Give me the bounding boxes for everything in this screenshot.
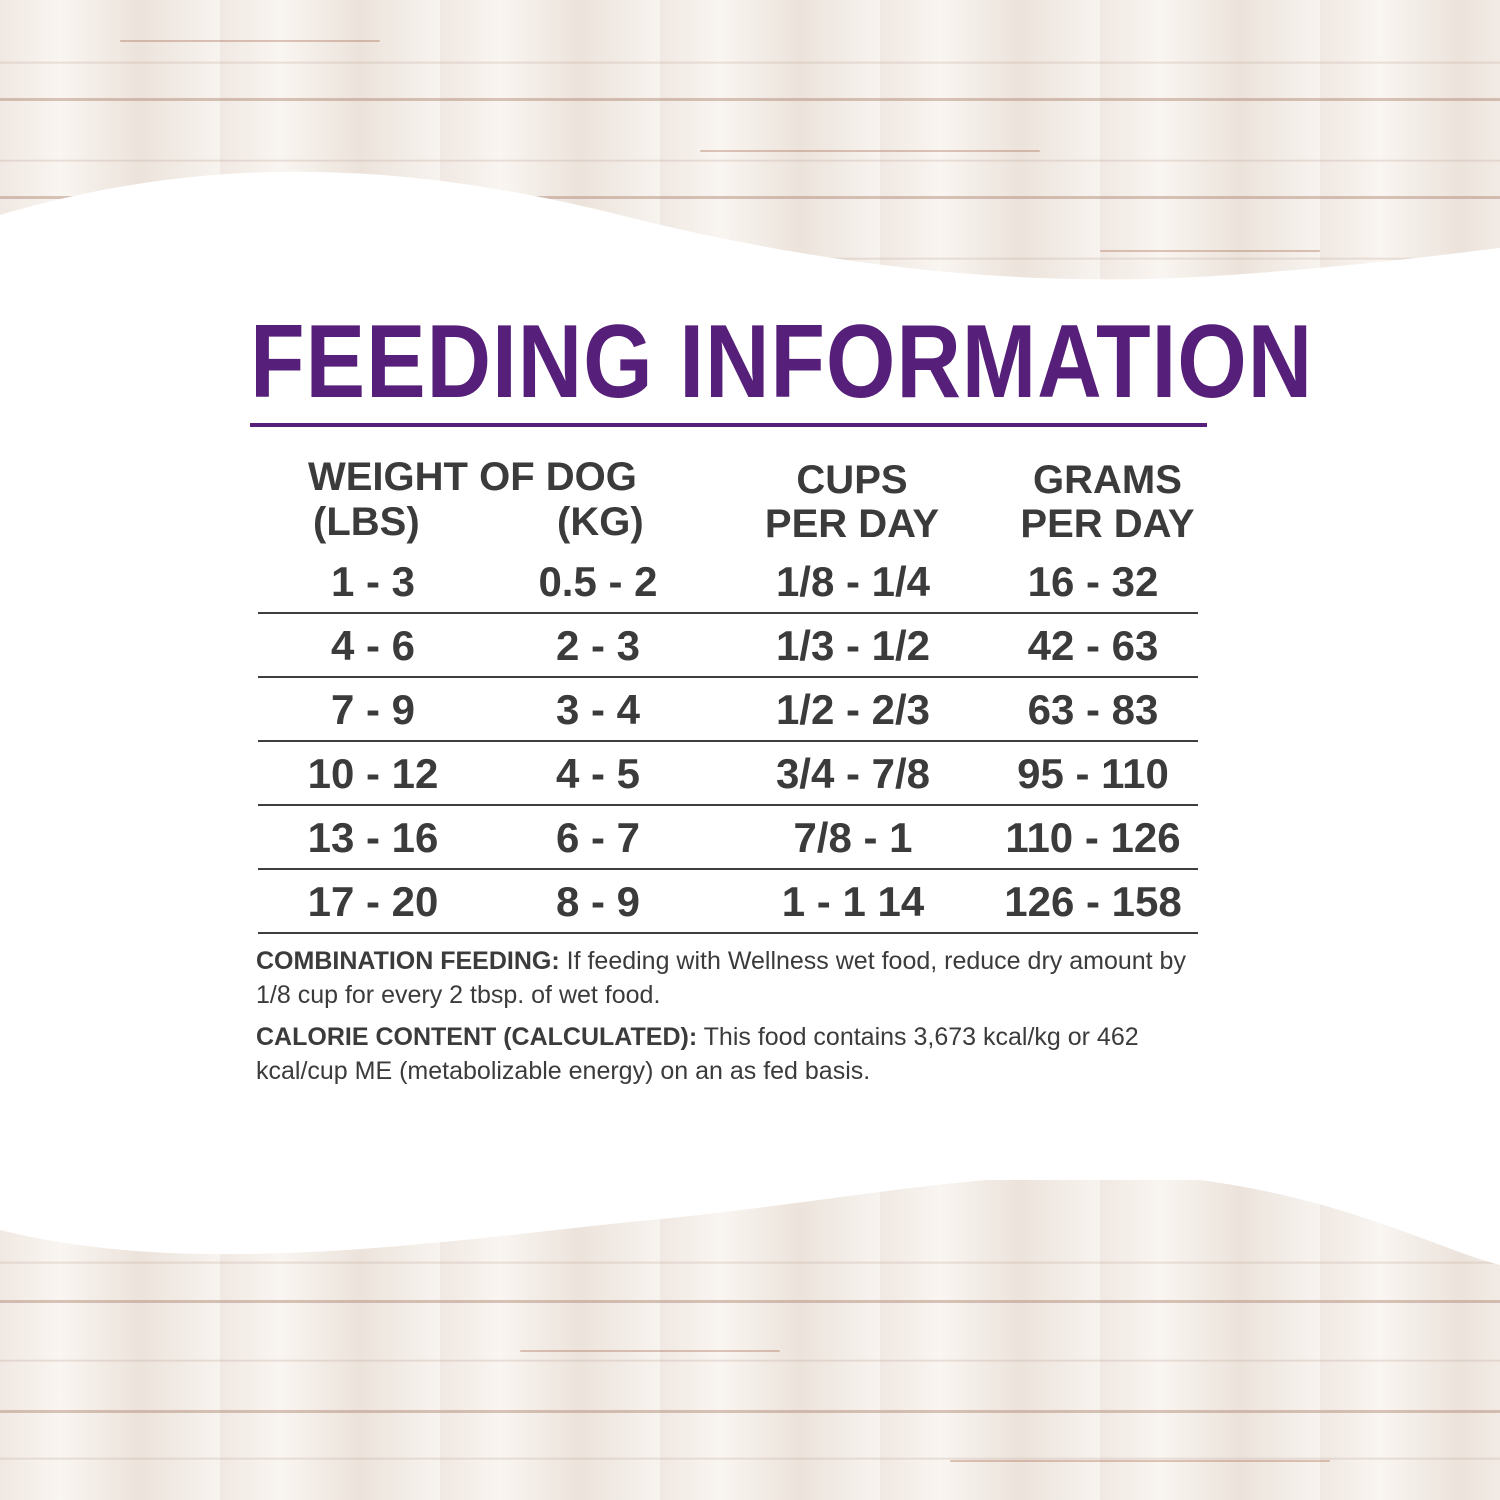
grams-cell: 16 - 32 [1027,558,1159,605]
calorie-content-label: CALORIE CONTENT (CALCULATED): [256,1023,698,1051]
grams-cell: 63 - 83 [1027,686,1159,733]
calorie-content-text: This food contains 3,673 kcal/kg or 462 … [256,1023,1139,1085]
grams-header-line2: PER DAY [1020,502,1195,546]
kg-cell: 6 - 7 [555,814,641,861]
table-row: 10 - 12 4 - 5 3/4 - 7/8 95 - 110 [258,742,1198,806]
cups-header-line2: PER DAY [764,502,940,546]
wood-background-bottom [0,1180,1500,1500]
grams-cell: 126 - 158 [1004,878,1182,925]
table-row: 4 - 6 2 - 3 1/3 - 1/2 42 - 63 [258,614,1198,678]
kg-header: (KG) [557,500,644,544]
kg-cell: 4 - 5 [555,750,641,797]
lbs-cell: 7 - 9 [330,686,416,733]
lbs-header: (LBS) [313,500,420,544]
combination-feeding-note: COMBINATION FEEDING: If feeding with Wel… [256,944,1206,1012]
cups-header-line1: CUPS [796,458,908,502]
feeding-table: 1 - 3 0.5 - 2 1/8 - 1/4 16 - 32 4 - 6 2 … [258,550,1198,934]
table-row: 1 - 3 0.5 - 2 1/8 - 1/4 16 - 32 [258,550,1198,614]
grams-cell: 110 - 126 [1005,814,1181,861]
calorie-content-note: CALORIE CONTENT (CALCULATED): This food … [256,1020,1206,1088]
cups-cell: 7/8 - 1 [793,814,913,861]
table-row: 13 - 16 6 - 7 7/8 - 1 110 - 126 [258,806,1198,870]
cups-cell: 1/3 - 1/2 [775,622,931,669]
weight-header: WEIGHT OF DOG [308,455,637,499]
page-title: FEEDING INFORMATION [250,304,1314,420]
grams-cell: 95 - 110 [1017,750,1169,797]
kg-cell: 3 - 4 [555,686,641,733]
kg-cell: 2 - 3 [555,622,641,669]
lbs-cell: 4 - 6 [330,622,416,669]
table-row: 7 - 9 3 - 4 1/2 - 2/3 63 - 83 [258,678,1198,742]
title-underline [250,423,1207,427]
lbs-cell: 10 - 12 [307,750,439,797]
grams-cell: 42 - 63 [1027,622,1159,669]
combination-feeding-label: COMBINATION FEEDING: [256,947,560,975]
table-row: 17 - 20 8 - 9 1 - 1 14 126 - 158 [258,870,1198,934]
cups-cell: 1 - 1 14 [781,878,925,925]
lbs-cell: 1 - 3 [330,558,416,605]
kg-cell: 0.5 - 2 [538,558,658,605]
cups-cell: 3/4 - 7/8 [775,750,931,797]
combination-feeding-text: If feeding with Wellness wet food, reduc… [256,947,1186,1009]
lbs-cell: 17 - 20 [307,878,439,925]
cups-cell: 1/8 - 1/4 [775,558,931,605]
cups-cell: 1/2 - 2/3 [775,686,931,733]
lbs-cell: 13 - 16 [307,814,439,861]
grams-header-line1: GRAMS [1033,458,1182,502]
kg-cell: 8 - 9 [555,878,641,925]
